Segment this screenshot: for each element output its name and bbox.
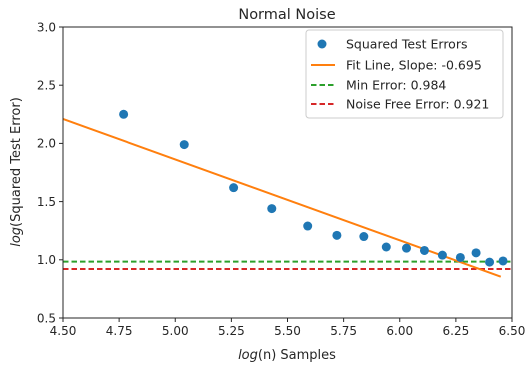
x-axis-label-rest: Samples (276, 348, 336, 363)
x-tick-label: 6.00 (386, 324, 413, 338)
fit-line (63, 118, 502, 278)
y-tick-label: 1.0 (37, 253, 56, 267)
scatter-point (419, 245, 429, 255)
y-axis-label-log: log (9, 227, 24, 247)
scatter-point (401, 243, 411, 253)
y-axis-label-rest: (Squared Test Error) (9, 97, 24, 227)
scatter-point (485, 257, 495, 267)
legend-label-noise-free: Noise Free Error: 0.921 (346, 97, 489, 112)
legend-label-fit-line: Fit Line, Slope: -0.695 (346, 58, 482, 73)
scatter-point (437, 250, 447, 260)
scatter-point (267, 204, 277, 214)
scatter-point (381, 242, 391, 252)
y-tick-label: 2.0 (37, 137, 56, 151)
scatter-point (359, 232, 369, 242)
scatter-point (471, 248, 481, 258)
x-tick-label: 5.50 (274, 324, 301, 338)
series-layer (63, 109, 512, 278)
x-tick-label: 6.25 (443, 324, 470, 338)
y-tick-label: 1.5 (37, 195, 56, 209)
x-axis-label: log(n) Samples (238, 348, 336, 363)
legend-label-scatter: Squared Test Errors (346, 37, 467, 52)
x-tick-label: 5.00 (162, 324, 189, 338)
x-axis-label-arg: (n) (258, 348, 276, 363)
scatter-point (229, 183, 239, 193)
y-axis-label: log(Squared Test Error) (9, 97, 24, 247)
scatter-point (303, 221, 313, 231)
chart-title: Normal Noise (238, 7, 335, 23)
y-tick-label: 0.5 (37, 311, 56, 325)
x-tick-label: 5.25 (218, 324, 245, 338)
x-axis-label-log: log (238, 348, 258, 363)
scatter-point (498, 256, 508, 266)
scatter-point (179, 140, 189, 150)
scatter-point (332, 230, 342, 240)
y-tick-label: 3.0 (37, 20, 56, 34)
x-tick-label: 4.50 (50, 324, 77, 338)
y-tick-label: 2.5 (37, 79, 56, 93)
x-tick-label: 5.75 (330, 324, 357, 338)
legend-frame (305, 29, 504, 119)
x-tick-label: 4.75 (106, 324, 133, 338)
scatter-point (455, 252, 465, 262)
legend-label-min-error: Min Error: 0.984 (346, 78, 446, 93)
ticks-layer: 4.50 4.75 5.00 5.25 5.50 5.75 6.00 6.25 6.50 0.5 1… (37, 20, 525, 338)
x-tick-label: 6.50 (499, 324, 526, 338)
scatter-point (119, 109, 129, 119)
legend-scatter-marker (317, 39, 327, 49)
chart-legend: Squared Test Errors Fit Line, Slope: -0.… (305, 29, 504, 119)
